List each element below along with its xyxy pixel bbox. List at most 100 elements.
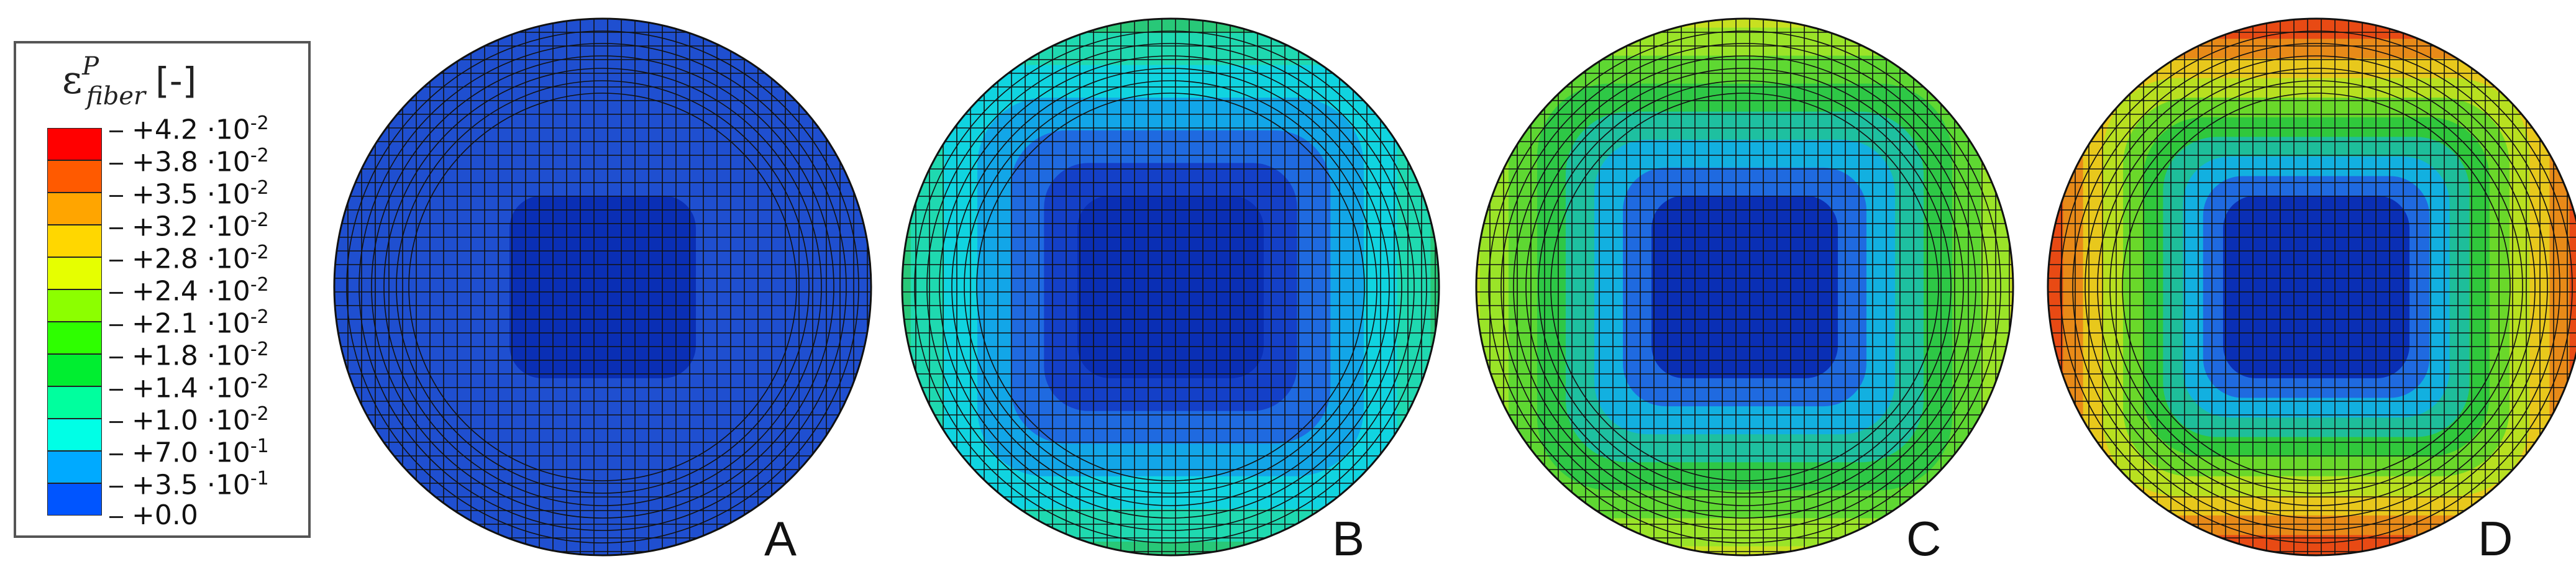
legend-swatch xyxy=(47,289,102,322)
legend-label: +0.0 xyxy=(109,502,198,529)
legend-exponent: -2 xyxy=(250,112,269,134)
mesh-ring xyxy=(1488,30,2001,543)
legend-swatch xyxy=(47,386,102,419)
legend-tick xyxy=(109,486,123,488)
contour-disc xyxy=(333,17,872,557)
disc-outline xyxy=(1475,17,2014,557)
mesh-ring xyxy=(359,43,847,531)
mesh-ring xyxy=(371,55,834,519)
mesh-ring xyxy=(2085,55,2548,519)
legend-multiplier: ·10 xyxy=(198,146,250,178)
legend-label: +2.8 ·10-2 xyxy=(109,243,269,273)
disc-outline xyxy=(2047,17,2576,557)
legend-exponent: -1 xyxy=(250,435,269,457)
mesh-ring xyxy=(383,68,822,506)
legend-value: +7.0 xyxy=(132,437,198,469)
mesh-ring xyxy=(408,93,797,481)
legend-label: +1.0 ·10-2 xyxy=(109,405,269,435)
legend-swatch xyxy=(47,451,102,483)
legend-label: +3.5 ·10-1 xyxy=(109,470,269,499)
contour-panel-b: B xyxy=(897,14,1444,566)
legend-tick xyxy=(109,292,123,294)
disc-outline xyxy=(333,17,872,557)
mesh-ring xyxy=(346,30,859,543)
mesh-ring xyxy=(2060,30,2573,543)
panel-letter: C xyxy=(1906,511,1942,566)
legend-multiplier: ·10 xyxy=(198,340,250,372)
legend-multiplier: ·10 xyxy=(198,275,250,307)
contour-panel-d: D xyxy=(2043,14,2576,566)
mesh-ring xyxy=(926,43,1415,531)
legend-value: +3.2 xyxy=(132,211,198,243)
legend-value: +3.5 xyxy=(132,178,198,211)
legend-multiplier: ·10 xyxy=(198,404,250,437)
mesh-ring xyxy=(2122,93,2511,481)
contour-disc xyxy=(901,17,1440,557)
legend-value: +1.8 xyxy=(132,340,198,372)
legend-exponent: -2 xyxy=(250,145,269,166)
legend: εPfiber [-] +4.2 ·10-2 +3.8 ·10-2 +3.5 ·10-… xyxy=(14,41,311,538)
legend-swatch xyxy=(47,257,102,289)
legend-multiplier: ·10 xyxy=(198,211,250,243)
legend-exponent: -2 xyxy=(250,274,269,296)
legend-unit: [-] xyxy=(155,60,197,102)
legend-label: +4.2 ·10-2 xyxy=(109,114,269,144)
legend-value: +3.8 xyxy=(132,146,198,178)
legend-label: +1.8 ·10-2 xyxy=(109,340,269,370)
legend-value: +3.5 xyxy=(132,469,198,501)
legend-exponent: -2 xyxy=(250,306,269,328)
legend-exponent: -2 xyxy=(250,209,269,231)
contour-panel-a: A xyxy=(329,14,876,566)
mesh-ring xyxy=(976,93,1365,481)
legend-tick xyxy=(109,163,123,165)
panel-letter: A xyxy=(764,511,797,566)
legend-tick xyxy=(109,516,123,518)
legend-swatch xyxy=(47,225,102,257)
legend-swatch xyxy=(47,322,102,354)
legend-colorbar xyxy=(47,128,102,516)
legend-multiplier: ·10 xyxy=(198,114,250,146)
legend-swatch xyxy=(47,419,102,451)
contour-panels: A B C D xyxy=(323,0,2576,582)
legend-swatch xyxy=(47,128,102,160)
legend-exponent: -2 xyxy=(250,339,269,360)
legend-tick xyxy=(109,227,123,230)
legend-label: +3.2 ·10-2 xyxy=(109,211,269,241)
legend-value: +2.8 xyxy=(132,243,198,275)
legend-symbol: ε xyxy=(62,57,83,102)
legend-tick xyxy=(109,195,123,198)
contour-band xyxy=(509,196,696,378)
mesh-ring xyxy=(1525,68,1964,506)
legend-multiplier: ·10 xyxy=(198,178,250,211)
legend-swatch xyxy=(47,354,102,386)
legend-value: +0.0 xyxy=(132,499,198,531)
disc-outline xyxy=(901,17,1440,557)
legend-tick xyxy=(109,389,123,391)
legend-value: +2.4 xyxy=(132,275,198,307)
contour-disc xyxy=(2047,17,2576,557)
mesh-ring xyxy=(1538,80,1952,494)
legend-label: +3.5 ·10-2 xyxy=(109,179,269,209)
legend-exponent: -2 xyxy=(250,242,269,263)
mesh-ring xyxy=(1513,55,1976,519)
mesh-ring xyxy=(964,80,1377,494)
legend-swatch xyxy=(47,193,102,225)
mesh-ring xyxy=(2072,43,2560,531)
legend-exponent: -2 xyxy=(250,371,269,393)
contour-band xyxy=(1077,196,1264,378)
legend-label: +7.0 ·10-1 xyxy=(109,437,269,467)
legend-tick xyxy=(109,324,123,327)
legend-label: +1.4 ·10-2 xyxy=(109,373,269,402)
legend-tick xyxy=(109,130,123,133)
legend-value: +2.1 xyxy=(132,307,198,340)
mesh-ring xyxy=(951,68,1390,506)
legend-superscript: P xyxy=(82,52,99,81)
legend-value: +1.4 xyxy=(132,372,198,404)
mesh-ring xyxy=(939,55,1402,519)
legend-tick xyxy=(109,453,123,456)
legend-tick xyxy=(109,357,123,359)
mesh-ring xyxy=(2097,68,2536,506)
legend-exponent: -1 xyxy=(250,468,269,489)
legend-multiplier: ·10 xyxy=(198,307,250,340)
panel-letter: B xyxy=(1332,511,1365,566)
